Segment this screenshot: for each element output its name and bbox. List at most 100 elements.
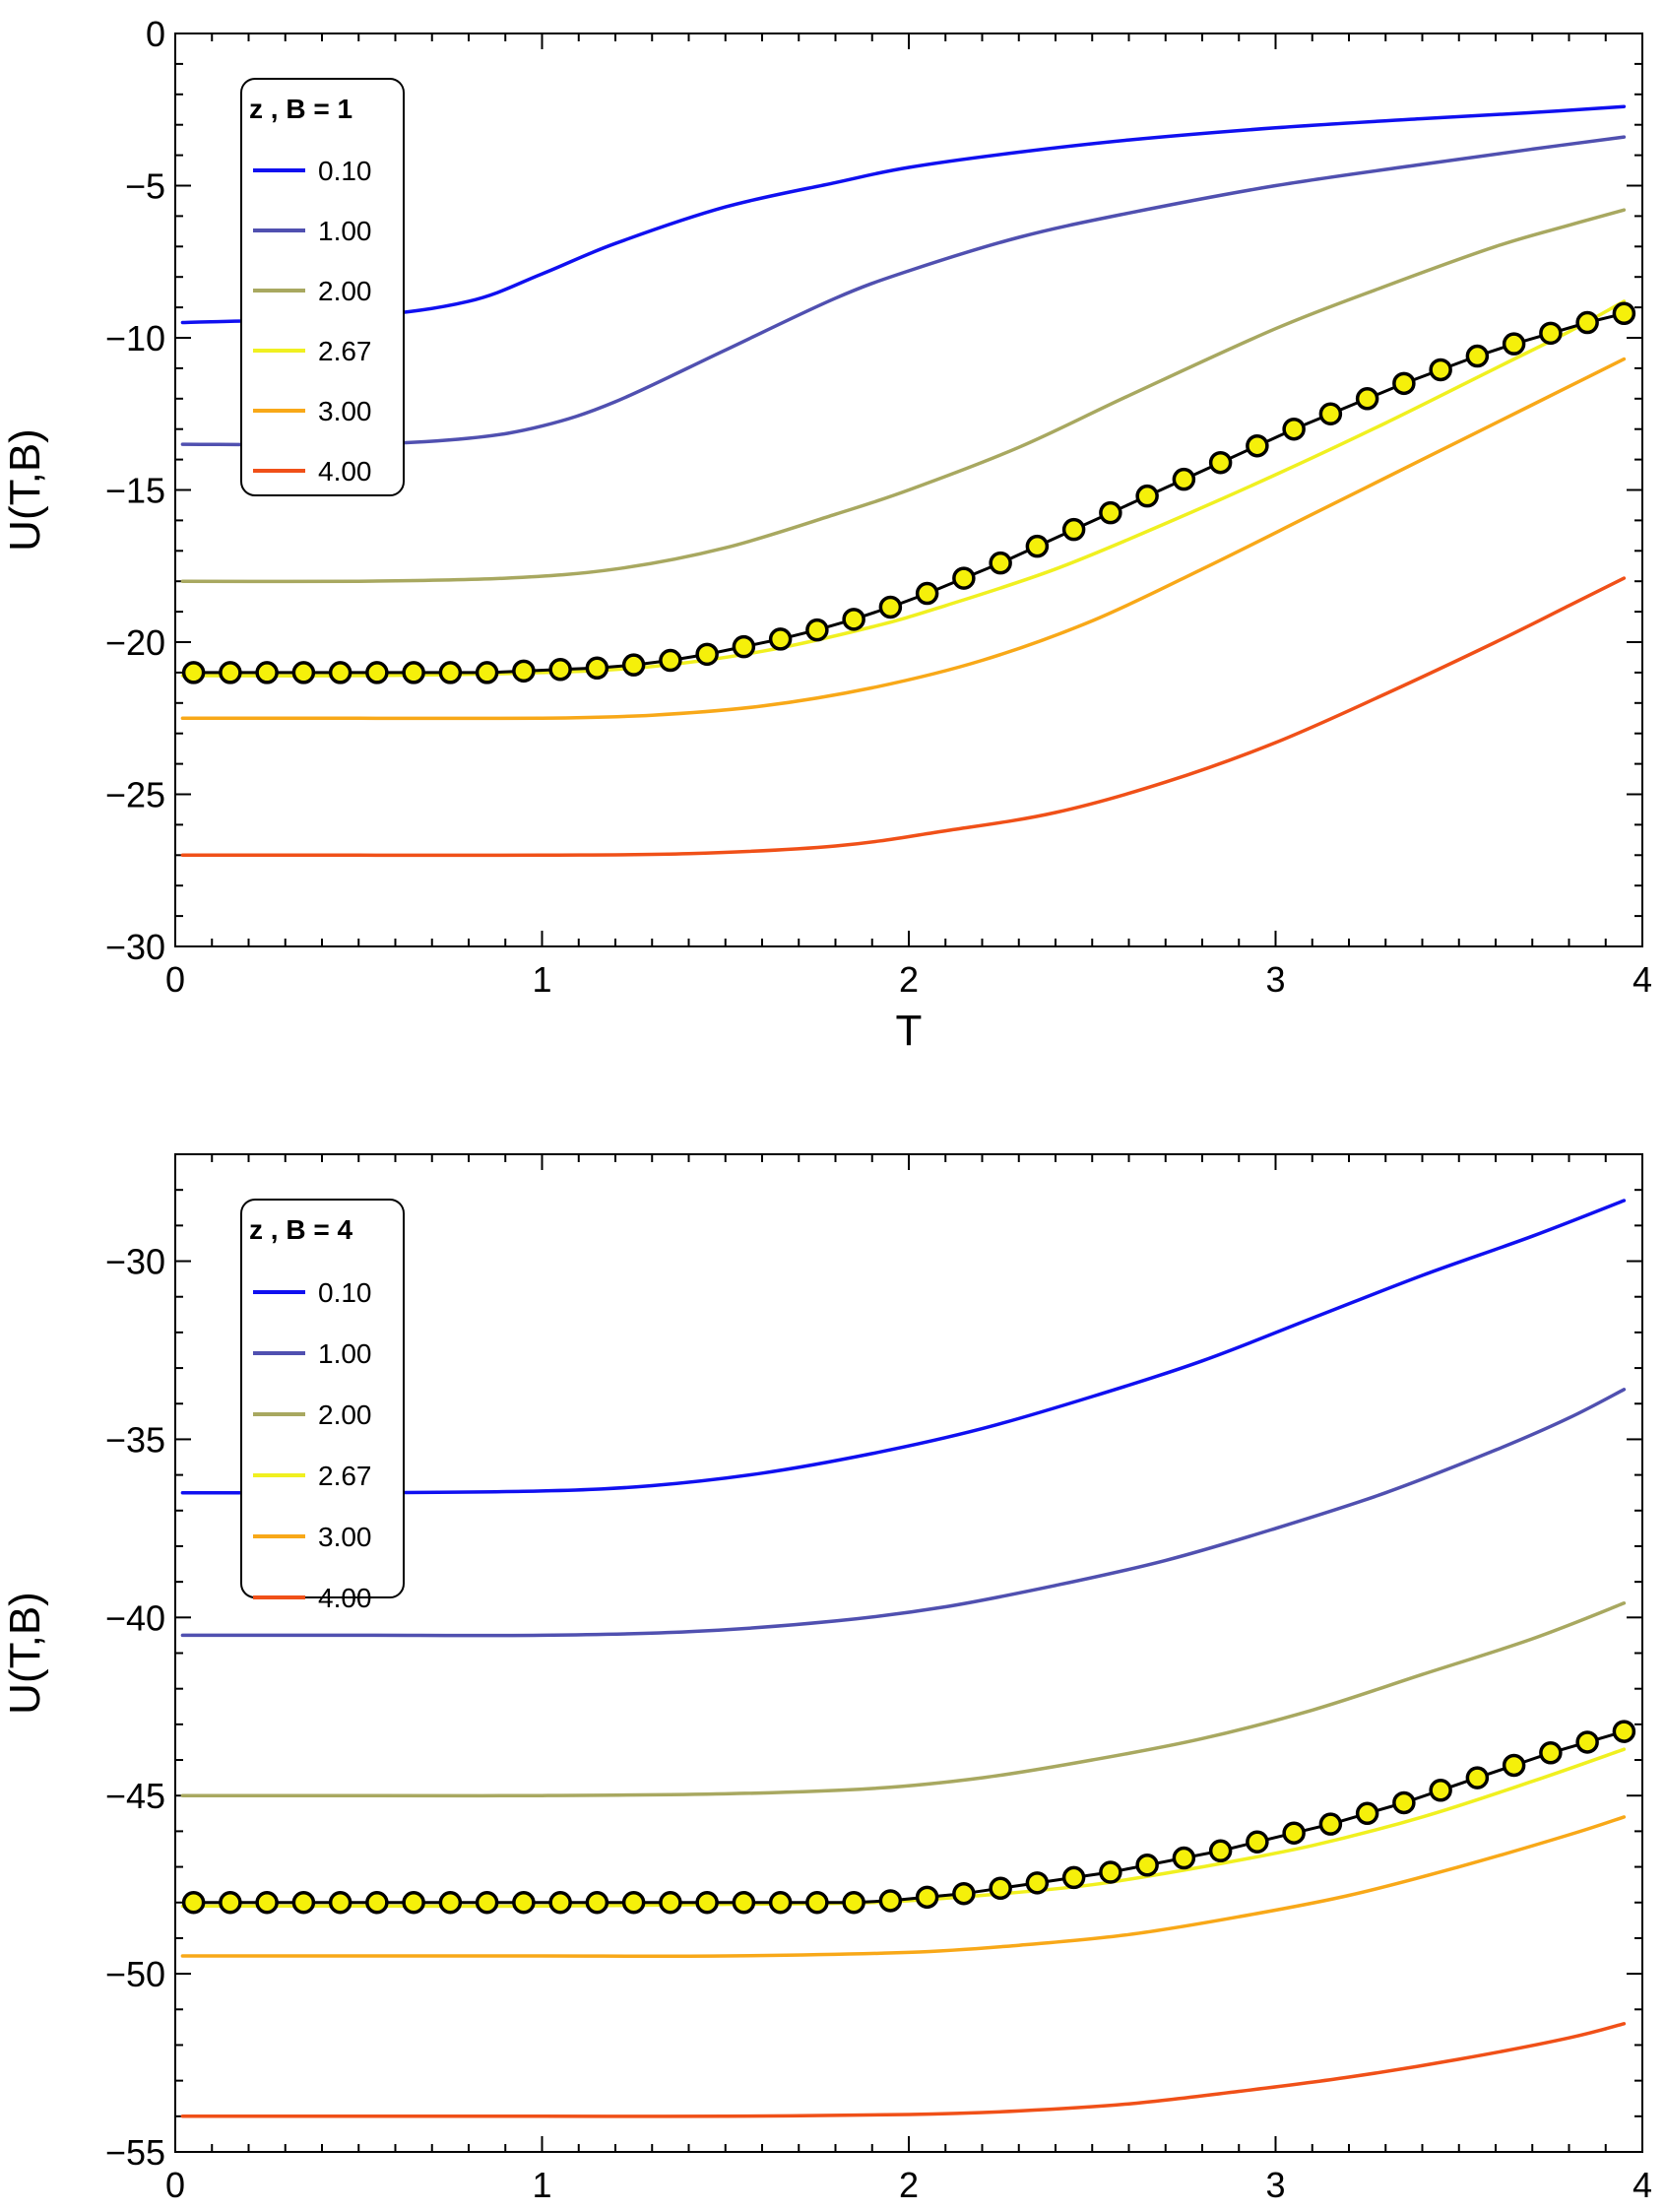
legend-entry-label: 3.00 [318, 396, 372, 426]
series-line-z-2.67 [180, 1747, 1627, 1909]
y-tick-label: −45 [105, 1776, 165, 1816]
data-point [1135, 484, 1159, 508]
data-point [1061, 1865, 1086, 1890]
data-point [989, 551, 1012, 575]
y-axis-title: U(T,B) [1, 1592, 49, 1715]
data-point [548, 658, 572, 682]
data-point [1575, 1730, 1599, 1754]
series-line-data-points [192, 1729, 1626, 1905]
data-point [842, 1891, 865, 1915]
x-tick-label: 1 [532, 959, 551, 1000]
data-point [1246, 1830, 1269, 1854]
data-point [291, 661, 316, 684]
data-point [1429, 358, 1452, 382]
x-tick-label: 3 [1265, 2165, 1285, 2205]
data-point [1465, 344, 1490, 368]
data-point [1612, 301, 1636, 326]
data-point [842, 608, 865, 631]
data-point [181, 661, 206, 684]
series-line-z-0.10 [180, 1199, 1627, 1495]
data-point [1575, 310, 1599, 335]
x-tick-label: 3 [1265, 959, 1285, 1000]
data-point [805, 1891, 829, 1915]
data-point [1099, 500, 1122, 525]
data-point [952, 1881, 976, 1906]
data-point [219, 1891, 242, 1915]
y-tick-label: −40 [105, 1597, 165, 1638]
x-tick-label: 0 [165, 2165, 185, 2205]
data-point [1282, 417, 1306, 441]
legend-box [240, 78, 405, 496]
data-point [402, 661, 425, 684]
series-line-data-points [192, 311, 1626, 675]
y-tick-label: −15 [105, 471, 165, 511]
data-point [255, 661, 279, 684]
legend-entry-label: 2.67 [318, 1461, 372, 1491]
data-point [878, 595, 903, 619]
data-point [1318, 1812, 1343, 1836]
data-point [1502, 1753, 1526, 1778]
data-point [1355, 1801, 1379, 1826]
data-point [1539, 1741, 1563, 1765]
data-point [512, 1891, 536, 1915]
y-tick-label: −50 [105, 1954, 165, 1994]
series-line-z-1.00 [180, 135, 1627, 447]
data-point [768, 1891, 793, 1915]
data-point [805, 618, 829, 642]
data-point [1061, 517, 1086, 542]
y-tick-label: −30 [105, 1242, 165, 1282]
x-tick-label: 1 [532, 2165, 551, 2205]
data-point [585, 656, 609, 681]
data-point [219, 661, 242, 684]
data-point [768, 627, 793, 651]
y-tick-label: −55 [105, 2132, 165, 2173]
y-tick-label: −10 [105, 318, 165, 358]
legend-entry-label: 2.00 [318, 276, 372, 306]
legend-box [240, 1199, 405, 1598]
data-point [1465, 1766, 1490, 1789]
series-line-z-4.00 [180, 576, 1627, 858]
legend-entry-label: 1.00 [318, 1338, 372, 1369]
legend: z , B = 4 0.10 1.00 2.00 2.67 3.00 4.00 [240, 1199, 405, 1613]
x-tick-label: 4 [1633, 959, 1652, 1000]
data-point [1282, 1821, 1306, 1845]
data-point [1246, 433, 1269, 458]
data-point [475, 661, 499, 684]
data-point [328, 661, 352, 684]
data-point [878, 1889, 903, 1913]
data-point [989, 1876, 1012, 1901]
series-line-z-3.00 [180, 1815, 1627, 1959]
data-point [952, 566, 976, 590]
data-point [1539, 321, 1563, 346]
x-tick-label: 4 [1633, 2165, 1652, 2205]
series-line-z-2.00 [180, 1601, 1627, 1798]
data-point [402, 1891, 425, 1915]
legend-entry-label: 4.00 [318, 1583, 372, 1613]
data-point [695, 1891, 719, 1915]
data-point [659, 648, 682, 673]
y-tick-label: −30 [105, 927, 165, 967]
data-point [548, 1891, 572, 1915]
data-point [695, 642, 719, 667]
series-line-z-0.10 [180, 104, 1627, 325]
y-tick-label: 0 [146, 14, 165, 54]
data-point [1355, 387, 1379, 411]
data-point [365, 661, 389, 684]
data-point [438, 661, 463, 684]
data-point [1208, 450, 1233, 475]
data-point [1172, 467, 1196, 491]
y-tick-label: −25 [105, 775, 165, 815]
y-tick-label: −5 [125, 166, 165, 207]
legend-entry-label: 0.10 [318, 1277, 372, 1308]
series-line-z-2.00 [180, 208, 1627, 584]
legend-title: z , B = 4 [249, 1214, 352, 1245]
data-point [1135, 1854, 1159, 1877]
series-line-z-1.00 [180, 1388, 1627, 1638]
legend-entry-label: 2.00 [318, 1399, 372, 1430]
data-point [732, 1891, 756, 1915]
x-tick-label: 0 [165, 959, 185, 1000]
legend: z , B = 1 0.10 1.00 2.00 2.67 3.00 4.00 [240, 78, 405, 496]
data-point [621, 653, 646, 677]
